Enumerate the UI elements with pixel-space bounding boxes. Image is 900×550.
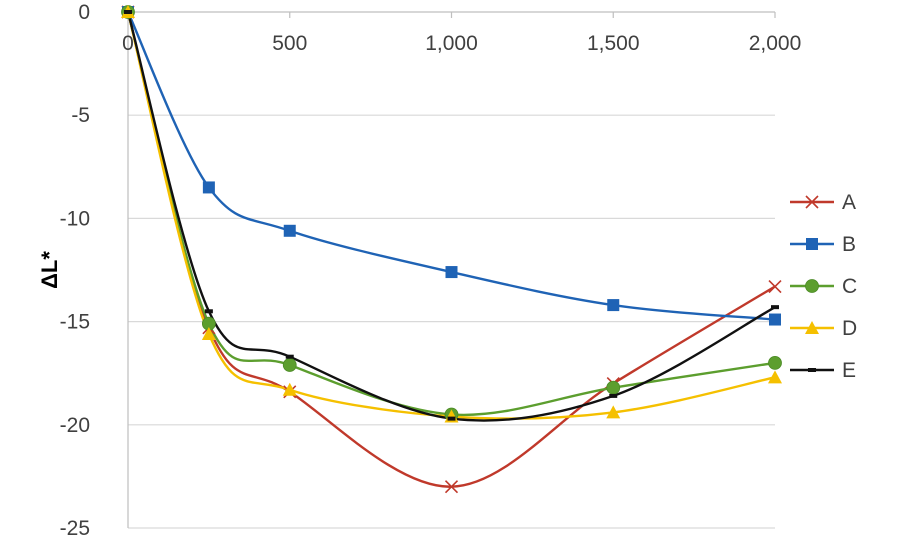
x-axis-ticks: 0 500 1,000 1,500 2,000	[122, 32, 801, 55]
data-point-D	[768, 370, 782, 384]
x-tick-label: 1,500	[587, 32, 640, 55]
legend-marker-B	[806, 238, 818, 250]
data-point-A	[768, 279, 782, 294]
y-tick-label: -5	[71, 104, 90, 127]
data-point-C	[282, 358, 297, 372]
data-point-D	[282, 382, 297, 396]
data-point-B	[445, 266, 458, 279]
series-markers	[121, 5, 782, 494]
legend-label-D: D	[842, 317, 857, 340]
y-tick-label: -20	[60, 414, 90, 437]
series-line-C	[126, 11, 776, 417]
legend-label-E: E	[842, 359, 856, 382]
data-point-B	[283, 224, 296, 237]
legend-label-A: A	[842, 191, 856, 214]
y-tick-label: -25	[60, 517, 90, 540]
y-axis-ticks: 0 -5 -10 -15 -20 -25	[60, 1, 90, 540]
data-point-E	[285, 354, 294, 359]
legend-label-B: B	[842, 233, 856, 256]
y-tick-label: -10	[60, 207, 90, 230]
series-lines	[126, 11, 776, 488]
data-point-D	[606, 405, 621, 419]
series-line-E	[126, 11, 776, 422]
data-point-B	[769, 313, 781, 326]
gridlines	[128, 114, 775, 529]
legend-marker-E	[808, 368, 816, 372]
legend-marker-A	[805, 195, 819, 209]
data-point-E	[447, 416, 456, 421]
legend-label-C: C	[842, 275, 857, 298]
data-point-B	[202, 181, 215, 194]
y-tick-label: -15	[60, 311, 90, 334]
y-tick-label: 0	[78, 1, 90, 24]
y-axis-title: ΔL*	[37, 251, 62, 289]
x-tick-label: 500	[272, 32, 307, 55]
data-point-B	[607, 299, 620, 312]
x-tick-label: 1,000	[425, 32, 478, 55]
data-point-E	[124, 10, 132, 14]
axes	[127, 11, 776, 528]
series-line-D	[126, 11, 776, 420]
data-point-E	[609, 393, 618, 398]
data-point-E	[771, 305, 779, 310]
data-point-C	[606, 380, 621, 395]
data-point-D	[201, 326, 216, 340]
x-tick-label: 2,000	[749, 32, 802, 55]
data-point-E	[204, 309, 213, 314]
x-tick-label: 0	[122, 32, 134, 55]
legend-marker-C	[805, 279, 819, 293]
data-point-C	[768, 355, 782, 370]
legend-marker-D	[805, 321, 819, 334]
series-line-B	[126, 11, 776, 321]
data-point-A	[444, 480, 459, 494]
